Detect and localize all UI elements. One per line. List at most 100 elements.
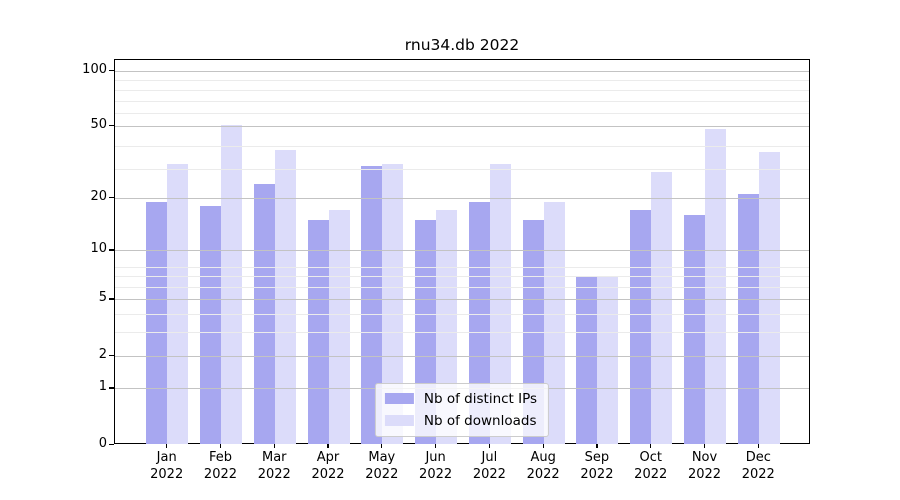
y-axis-tick-label: 10 [90,241,107,257]
x-axis-tick-label: Nov 2022 [670,450,740,483]
plot-area: Nb of distinct IPs Nb of downloads [114,59,810,445]
x-label-month: Jun [425,450,446,465]
y-axis-tick [109,298,114,300]
y-axis-tick-label: 100 [82,61,107,77]
x-label-month: Jan [156,450,177,465]
x-label-year: 2022 [687,466,722,482]
chart-title: rnu34.db 2022 [404,36,520,54]
x-label-year: 2022 [365,466,399,482]
x-label-year: 2022 [203,466,238,482]
x-axis-tick [542,443,544,448]
x-axis-tick-label: May 2022 [347,450,417,483]
gridline-minor [115,89,809,91]
gridline-minor [115,80,809,82]
x-label-month: Apr [316,450,340,465]
bar-distinct-ips-oct [630,210,652,445]
legend-swatch-distinct-ips [384,393,414,404]
bar-downloads-may [382,163,404,445]
bar-downloads-jan [167,163,189,445]
gridline-minor [115,113,809,115]
x-axis-tick-label: Mar 2022 [239,450,309,483]
legend-swatch-downloads [384,415,414,426]
x-label-year: 2022 [311,466,345,482]
gridline-major [115,70,809,72]
x-axis-tick [596,443,598,448]
bar-downloads-feb [220,124,242,445]
bar-distinct-ips-jan [146,201,168,445]
x-axis-tick [488,443,491,448]
x-label-month: Sep [584,450,610,465]
x-axis-tick [273,443,275,448]
x-label-month: Aug [530,450,556,465]
gridline-minor [115,286,809,288]
y-axis-tick [109,125,114,127]
gridline-major [115,126,809,128]
x-label-year: 2022 [526,466,560,482]
gridline-major [115,250,809,252]
x-axis-tick-label: Sep 2022 [562,450,632,483]
gridline-minor [115,266,809,268]
bar-distinct-ips-nov [684,215,705,445]
x-label-month: May [368,450,396,465]
x-label-month: Jul [481,450,498,465]
y-axis-tick [109,69,114,72]
x-label-year: 2022 [150,466,184,482]
gridline-minor [115,100,809,102]
x-label-year: 2022 [419,466,453,482]
x-axis-tick-label: Apr 2022 [293,450,363,483]
legend-item-distinct-ips: Nb of distinct IPs [384,389,538,409]
gridline-major [115,355,809,357]
bar-downloads-mar [274,150,296,445]
bar-downloads-dec [758,152,780,445]
bar-downloads-apr [328,210,350,445]
x-axis-tick-label: Jan 2022 [132,450,202,483]
bar-downloads-oct [651,171,673,445]
gridline-minor [115,169,809,171]
x-label-month: Oct [639,450,662,465]
bar-downloads-nov [705,129,726,445]
y-axis-tick [109,197,114,199]
gridline-major [115,299,809,301]
gridline-minor [115,332,809,334]
x-label-month: Feb [208,450,232,465]
x-axis-tick [219,443,222,448]
x-label-month: Mar [261,450,287,465]
x-axis-tick-label: Feb 2022 [185,450,255,483]
x-axis-tick-label: Oct 2022 [616,450,686,483]
x-axis-tick-label: Jun 2022 [401,450,471,483]
x-label-month: Nov [691,450,718,465]
y-axis-tick [109,443,114,445]
legend-item-downloads: Nb of downloads [384,411,537,431]
bar-downloads-sep [597,276,619,445]
y-axis-tick [109,354,114,356]
bar-distinct-ips-feb [199,206,221,445]
gridline-minor [115,145,809,147]
x-label-year: 2022 [472,466,506,482]
x-axis-tick-label: Jul 2022 [454,450,524,483]
bar-distinct-ips-sep [576,276,598,445]
x-axis-tick [703,443,706,448]
y-axis-tick [109,249,114,251]
gridline-major [115,198,809,200]
bar-downloads-jul [489,163,511,445]
y-axis-tick [109,387,114,389]
x-axis-tick [757,443,759,448]
x-axis-tick [327,443,329,448]
gridline-minor [115,276,809,278]
x-label-year: 2022 [634,466,668,482]
y-axis-tick-label: 20 [90,189,107,205]
legend-label-distinct-ips: Nb of distinct IPs [423,390,538,407]
x-axis-tick [650,443,652,448]
y-axis-tick-label: 0 [98,435,107,451]
bar-downloads-aug [543,201,565,445]
legend: Nb of distinct IPs Nb of downloads [374,382,550,437]
bar-distinct-ips-dec [737,194,759,445]
y-axis-tick-label: 1 [98,379,107,395]
x-label-year: 2022 [257,466,291,482]
x-axis-tick [166,443,168,448]
legend-label-downloads: Nb of downloads [423,412,537,429]
y-axis-tick-label: 5 [98,290,107,306]
gridline-minor [115,314,809,316]
x-label-year: 2022 [741,466,775,482]
